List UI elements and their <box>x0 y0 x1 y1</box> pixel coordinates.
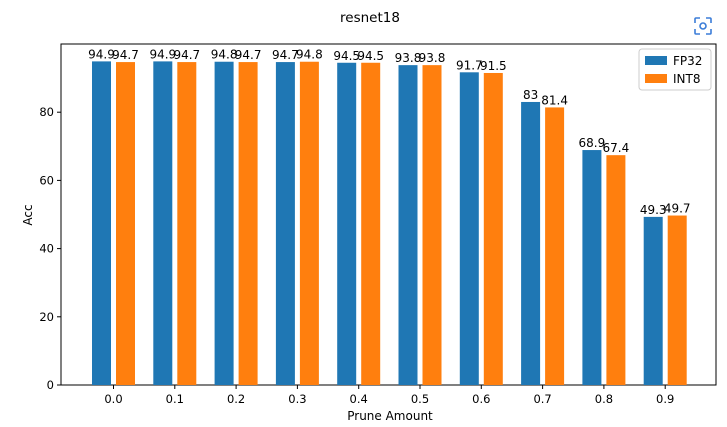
bar-fp32 <box>92 61 111 386</box>
y-axis-label: Acc <box>21 204 35 225</box>
bar-fp32 <box>337 62 357 385</box>
data-label: 93.8 <box>395 51 422 65</box>
bar-int8 <box>545 107 565 386</box>
bar-int8 <box>361 62 381 385</box>
data-label: 91.7 <box>456 58 483 72</box>
data-label: 81.4 <box>541 93 568 107</box>
x-tick-label: 0.8 <box>595 392 613 406</box>
bar-fp32 <box>521 101 541 385</box>
data-label: 94.9 <box>149 47 176 61</box>
y-tick-label: 0 <box>47 378 54 392</box>
x-tick-label: 0.4 <box>350 392 368 406</box>
x-tick-label: 0.6 <box>472 392 490 406</box>
data-label: 94.5 <box>357 49 384 63</box>
bar-fp32 <box>398 65 418 385</box>
y-tick-label: 40 <box>39 242 54 256</box>
bar-fp32 <box>153 61 173 386</box>
data-label: 49.7 <box>664 202 691 216</box>
data-label: 94.5 <box>333 49 360 63</box>
data-label: 49.3 <box>640 203 667 217</box>
data-label: 68.9 <box>579 136 606 150</box>
x-tick-label: 0.9 <box>656 392 674 406</box>
x-tick-label: 0.2 <box>227 392 245 406</box>
bar-int8 <box>667 215 687 385</box>
data-label: 94.7 <box>112 48 139 62</box>
legend-label-fp32: FP32 <box>673 54 702 68</box>
data-label: 93.8 <box>419 51 446 65</box>
bar-int8 <box>177 62 197 385</box>
fit-to-view-icon[interactable] <box>694 17 712 35</box>
data-label: 83 <box>523 88 538 102</box>
x-tick-label: 0.7 <box>533 392 551 406</box>
bar-fp32 <box>643 216 663 385</box>
x-tick-label: 0.3 <box>288 392 306 406</box>
legend-swatch-int8 <box>645 74 667 83</box>
x-tick-label: 0.0 <box>104 392 122 406</box>
x-axis-label: Prune Amount <box>347 409 433 423</box>
data-label: 94.7 <box>235 48 262 62</box>
x-tick-label: 0.1 <box>166 392 184 406</box>
bar-fp32 <box>275 62 295 385</box>
bar-fp32 <box>214 61 234 386</box>
data-label: 67.4 <box>603 141 630 155</box>
legend-label-int8: INT8 <box>673 72 700 86</box>
data-label: 91.5 <box>480 59 507 73</box>
data-label: 94.7 <box>272 48 299 62</box>
x-tick-label: 0.5 <box>411 392 429 406</box>
y-tick-label: 60 <box>39 173 54 187</box>
bar-fp32 <box>459 72 479 385</box>
plot-area <box>60 43 717 386</box>
bar-int8 <box>116 62 135 385</box>
data-label: 94.7 <box>173 48 200 62</box>
bar-int8 <box>422 65 442 385</box>
legend-swatch-fp32 <box>645 56 667 65</box>
bar-int8 <box>299 61 319 386</box>
data-label: 94.8 <box>211 48 238 62</box>
data-label: 94.8 <box>296 48 323 62</box>
chart-title: resnet18 <box>340 10 400 26</box>
legend: FP32 INT8 <box>638 48 712 91</box>
bar-int8 <box>238 62 258 385</box>
y-tick-label: 20 <box>39 310 54 324</box>
bar-int8 <box>606 155 626 385</box>
bar-fp32 <box>582 150 602 385</box>
data-label: 94.9 <box>88 47 115 61</box>
bar-int8 <box>483 72 503 386</box>
y-tick-label: 80 <box>39 105 54 119</box>
